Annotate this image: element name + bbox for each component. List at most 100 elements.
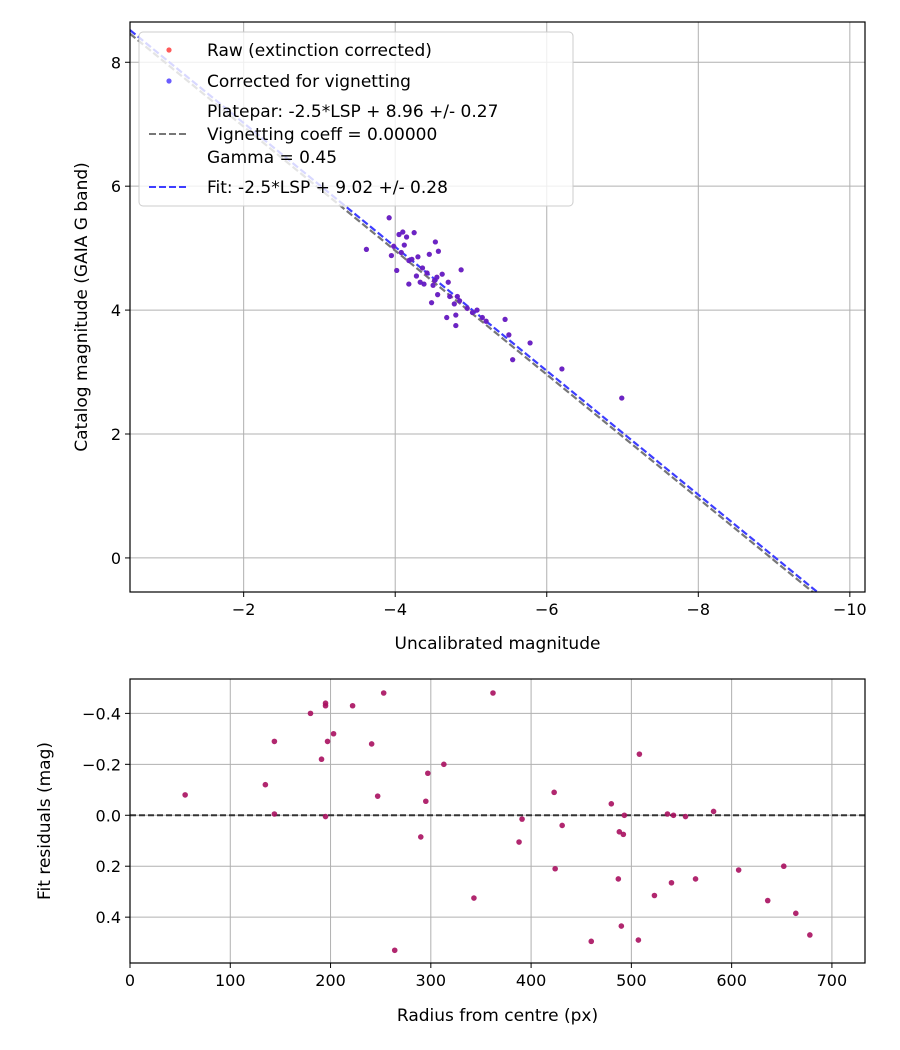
data-point xyxy=(764,897,771,904)
legend-box xyxy=(138,31,574,207)
data-point xyxy=(471,895,477,901)
legend-platepar-label-1: Platepar: -2.5*LSP + 8.96 +/- 0.27 xyxy=(207,102,498,122)
fit-line-platepar xyxy=(130,32,815,592)
data-point xyxy=(434,274,440,280)
data-point xyxy=(664,811,671,817)
data-point xyxy=(401,242,407,248)
data-point xyxy=(425,770,431,777)
data-point xyxy=(349,702,356,709)
data-point xyxy=(519,816,525,822)
data-point xyxy=(615,876,622,882)
data-point xyxy=(619,395,625,401)
data-point xyxy=(618,923,625,929)
data-point xyxy=(559,822,565,829)
data-point xyxy=(423,798,429,805)
data-point xyxy=(413,273,420,279)
data-point xyxy=(444,314,450,321)
data-point xyxy=(307,710,314,717)
top-x-axis-label: Uncalibrated magnitude xyxy=(395,634,601,654)
data-point xyxy=(424,270,430,276)
data-point xyxy=(454,293,460,300)
data-point xyxy=(391,947,398,954)
data-point xyxy=(635,937,642,943)
bottom-x-axis-label: Radius from centre (px) xyxy=(397,1006,598,1026)
data-point xyxy=(453,312,459,318)
data-point xyxy=(735,867,742,873)
x-tick-label: 700 xyxy=(817,971,848,990)
legend-platepar-label-2: Vignetting coeff = 0.00000 xyxy=(207,125,437,145)
data-point xyxy=(398,249,404,256)
x-tick-label: 0 xyxy=(125,971,135,990)
data-point xyxy=(551,789,557,796)
legend-platepar-label-3: Gamma = 0.45 xyxy=(207,148,337,168)
x-tick-label: −6 xyxy=(535,600,559,619)
top-lines xyxy=(130,29,820,592)
y-tick-label: 0 xyxy=(111,549,121,568)
legend-raw-label: Raw (extinction corrected) xyxy=(207,41,432,61)
data-point xyxy=(400,229,406,235)
data-point xyxy=(490,690,496,696)
data-point xyxy=(403,234,410,240)
x-tick-label: −2 xyxy=(232,600,256,619)
data-point xyxy=(621,812,628,819)
top-chart: −2 −4 −6 −8 −10 0 2 4 6 8 Uncalibrated magnitude… xyxy=(72,21,867,654)
bottom-grid xyxy=(129,679,865,963)
data-point xyxy=(262,781,269,788)
legend-fit-label: Fit: -2.5*LSP + 9.02 +/- 0.28 xyxy=(207,178,448,198)
data-point xyxy=(793,910,799,917)
fit-line-fit xyxy=(130,29,820,592)
data-point xyxy=(417,834,424,840)
data-point xyxy=(380,690,387,696)
data-point xyxy=(322,700,329,706)
data-point xyxy=(363,246,370,252)
data-point xyxy=(668,879,675,886)
data-point xyxy=(510,357,516,363)
legend-corrected-marker xyxy=(166,78,172,84)
bottom-plot-frame xyxy=(129,678,866,964)
data-point xyxy=(396,231,402,238)
data-point xyxy=(588,938,595,945)
data-point xyxy=(474,307,480,313)
data-point xyxy=(421,281,427,287)
bottom-y-ticks: −0.4 −0.2 0.0 0.2 0.4 xyxy=(82,704,130,927)
data-point xyxy=(651,892,658,899)
data-point xyxy=(458,267,464,273)
data-point xyxy=(616,829,623,835)
data-point xyxy=(322,813,329,820)
data-point xyxy=(182,792,188,798)
data-point xyxy=(419,265,426,271)
data-point xyxy=(451,301,457,307)
data-point xyxy=(406,281,412,287)
data-point xyxy=(479,314,485,321)
top-legend: Raw (extinction corrected) Corrected for… xyxy=(138,31,574,207)
data-point xyxy=(483,318,489,324)
x-tick-label: 400 xyxy=(516,971,547,990)
data-point xyxy=(636,751,643,757)
data-point xyxy=(435,248,441,254)
data-point xyxy=(620,831,627,838)
data-point xyxy=(271,738,278,745)
data-point xyxy=(411,230,417,236)
data-point xyxy=(409,256,415,262)
y-tick-label: −0.2 xyxy=(82,755,121,774)
data-point xyxy=(527,340,533,346)
data-point xyxy=(807,932,813,938)
y-tick-label: 0.2 xyxy=(96,857,121,876)
y-tick-label: 6 xyxy=(111,177,121,196)
data-point xyxy=(502,316,508,322)
data-point xyxy=(271,811,278,817)
top-y-axis-label: Catalog magnitude (GAIA G band) xyxy=(72,162,92,452)
x-tick-label: 500 xyxy=(616,971,647,990)
data-point xyxy=(445,279,451,285)
y-tick-label: 0.4 xyxy=(96,908,121,927)
data-point xyxy=(426,251,432,257)
data-point xyxy=(391,243,397,249)
data-point xyxy=(608,801,615,807)
x-tick-label: 600 xyxy=(716,971,747,990)
top-plot-frame xyxy=(129,21,866,593)
data-point xyxy=(670,812,677,819)
data-point xyxy=(453,322,459,329)
data-point xyxy=(464,305,470,311)
x-tick-label: 200 xyxy=(315,971,346,990)
